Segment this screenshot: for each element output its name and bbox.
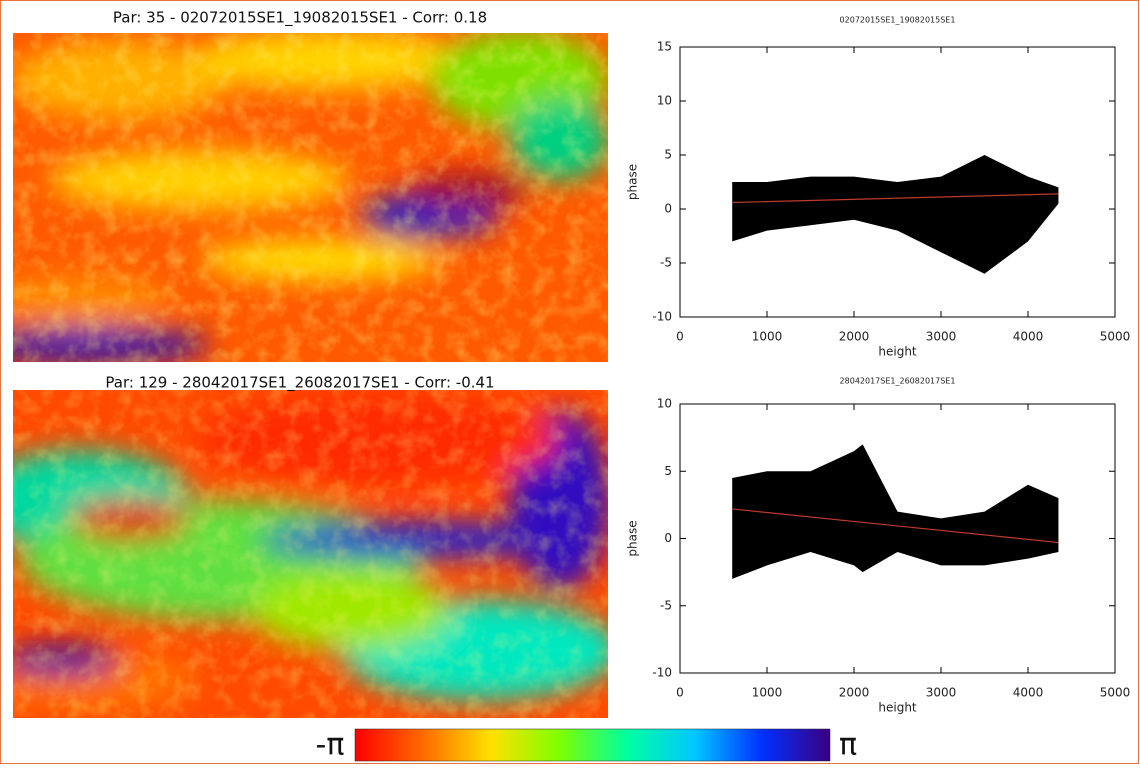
x-tick-label: 0 (676, 686, 684, 700)
x-tick-label: 4000 (1013, 330, 1044, 344)
y-tick-label: 5 (664, 148, 672, 162)
y-tick-label: 15 (657, 40, 672, 54)
y-tick-label: 5 (664, 464, 672, 478)
x-tick-label: 1000 (752, 330, 783, 344)
x-tick-label: 3000 (926, 330, 957, 344)
colorbar-max-label: π (839, 728, 857, 763)
x-tick-label: 5000 (1100, 330, 1131, 344)
y-tick-label: -5 (660, 598, 672, 612)
x-axis-label: height (878, 345, 917, 359)
y-tick-label: 0 (664, 531, 672, 545)
x-tick-label: 2000 (839, 686, 870, 700)
x-tick-label: 4000 (1013, 686, 1044, 700)
x-tick-label: 0 (676, 330, 684, 344)
colorbar-min-label: -π (316, 728, 345, 763)
x-tick-label: 5000 (1100, 686, 1131, 700)
x-tick-label: 3000 (926, 686, 957, 700)
y-tick-label: -5 (660, 256, 672, 270)
phase-map (13, 33, 608, 362)
x-tick-label: 2000 (839, 330, 870, 344)
plot-title: 02072015SE1_19082015SE1 (840, 16, 956, 25)
map-title: Par: 129 - 28042017SE1_26082017SE1 - Cor… (105, 374, 494, 393)
fit-line (732, 508, 1059, 544)
plot-frame (679, 403, 1116, 674)
point-cloud (732, 155, 1059, 274)
plot-title: 28042017SE1_26082017SE1 (840, 377, 956, 386)
plot-frame (679, 46, 1116, 318)
y-axis-label: phase (626, 164, 640, 200)
map-title: Par: 35 - 02072015SE1_19082015SE1 - Corr… (113, 9, 487, 28)
y-tick-label: 10 (657, 94, 672, 108)
fit-line (732, 193, 1059, 204)
y-tick-label: -10 (652, 666, 672, 680)
y-axis-label: phase (626, 520, 640, 556)
colorbar (354, 728, 831, 762)
y-tick-label: 0 (664, 202, 672, 216)
y-tick-label: 10 (657, 397, 672, 411)
y-tick-label: -10 (652, 310, 672, 324)
phase-map (13, 390, 608, 718)
point-cloud (732, 444, 1059, 579)
x-tick-label: 1000 (752, 686, 783, 700)
x-axis-label: height (878, 701, 917, 715)
